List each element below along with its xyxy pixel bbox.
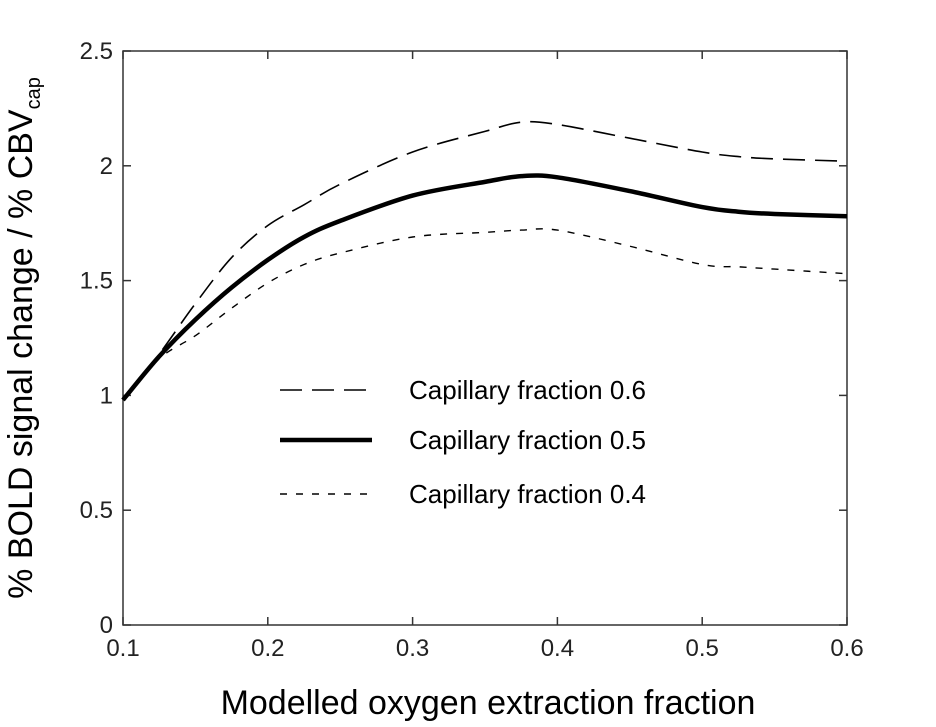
y-tick-label: 0.5	[80, 497, 113, 524]
legend-label-1: Capillary fraction 0.6	[409, 375, 646, 405]
x-tick-label: 0.5	[686, 635, 719, 662]
y-tick-label: 1	[100, 382, 113, 409]
y-axis-title: % BOLD signal change / % CBVcap	[2, 77, 45, 599]
x-tick-label: 0.3	[396, 635, 429, 662]
x-tick-label: 0.6	[830, 635, 863, 662]
series-line-1	[122, 120, 848, 401]
series-line-3	[122, 228, 848, 401]
legend-label-3: Capillary fraction 0.4	[409, 479, 646, 509]
y-axis-title-main: % BOLD signal change / % CBV	[2, 109, 40, 599]
y-tick-label: 2.5	[80, 38, 113, 65]
x-tick-label: 0.4	[541, 635, 574, 662]
y-tick-label: 1.5	[80, 268, 113, 295]
x-tick-label: 0.2	[251, 635, 284, 662]
y-tick-label: 0	[100, 612, 113, 639]
legend-label-2: Capillary fraction 0.5	[409, 425, 646, 455]
legend: Capillary fraction 0.6 Capillary fraction…	[280, 375, 646, 509]
plot-frame	[122, 50, 848, 626]
series-lines	[121, 120, 848, 402]
series-line-2	[121, 173, 848, 402]
y-axis-title-subscript: cap	[23, 77, 45, 109]
y-axis-ticks: 0 0.5 1 1.5 2 2.5	[80, 38, 847, 639]
x-axis-ticks: 0.1 0.2 0.3 0.4 0.5 0.6	[106, 51, 864, 662]
y-tick-label: 2	[100, 153, 113, 180]
x-tick-label: 0.1	[106, 635, 139, 662]
x-axis-title: Modelled oxygen extraction fraction	[221, 684, 756, 722]
